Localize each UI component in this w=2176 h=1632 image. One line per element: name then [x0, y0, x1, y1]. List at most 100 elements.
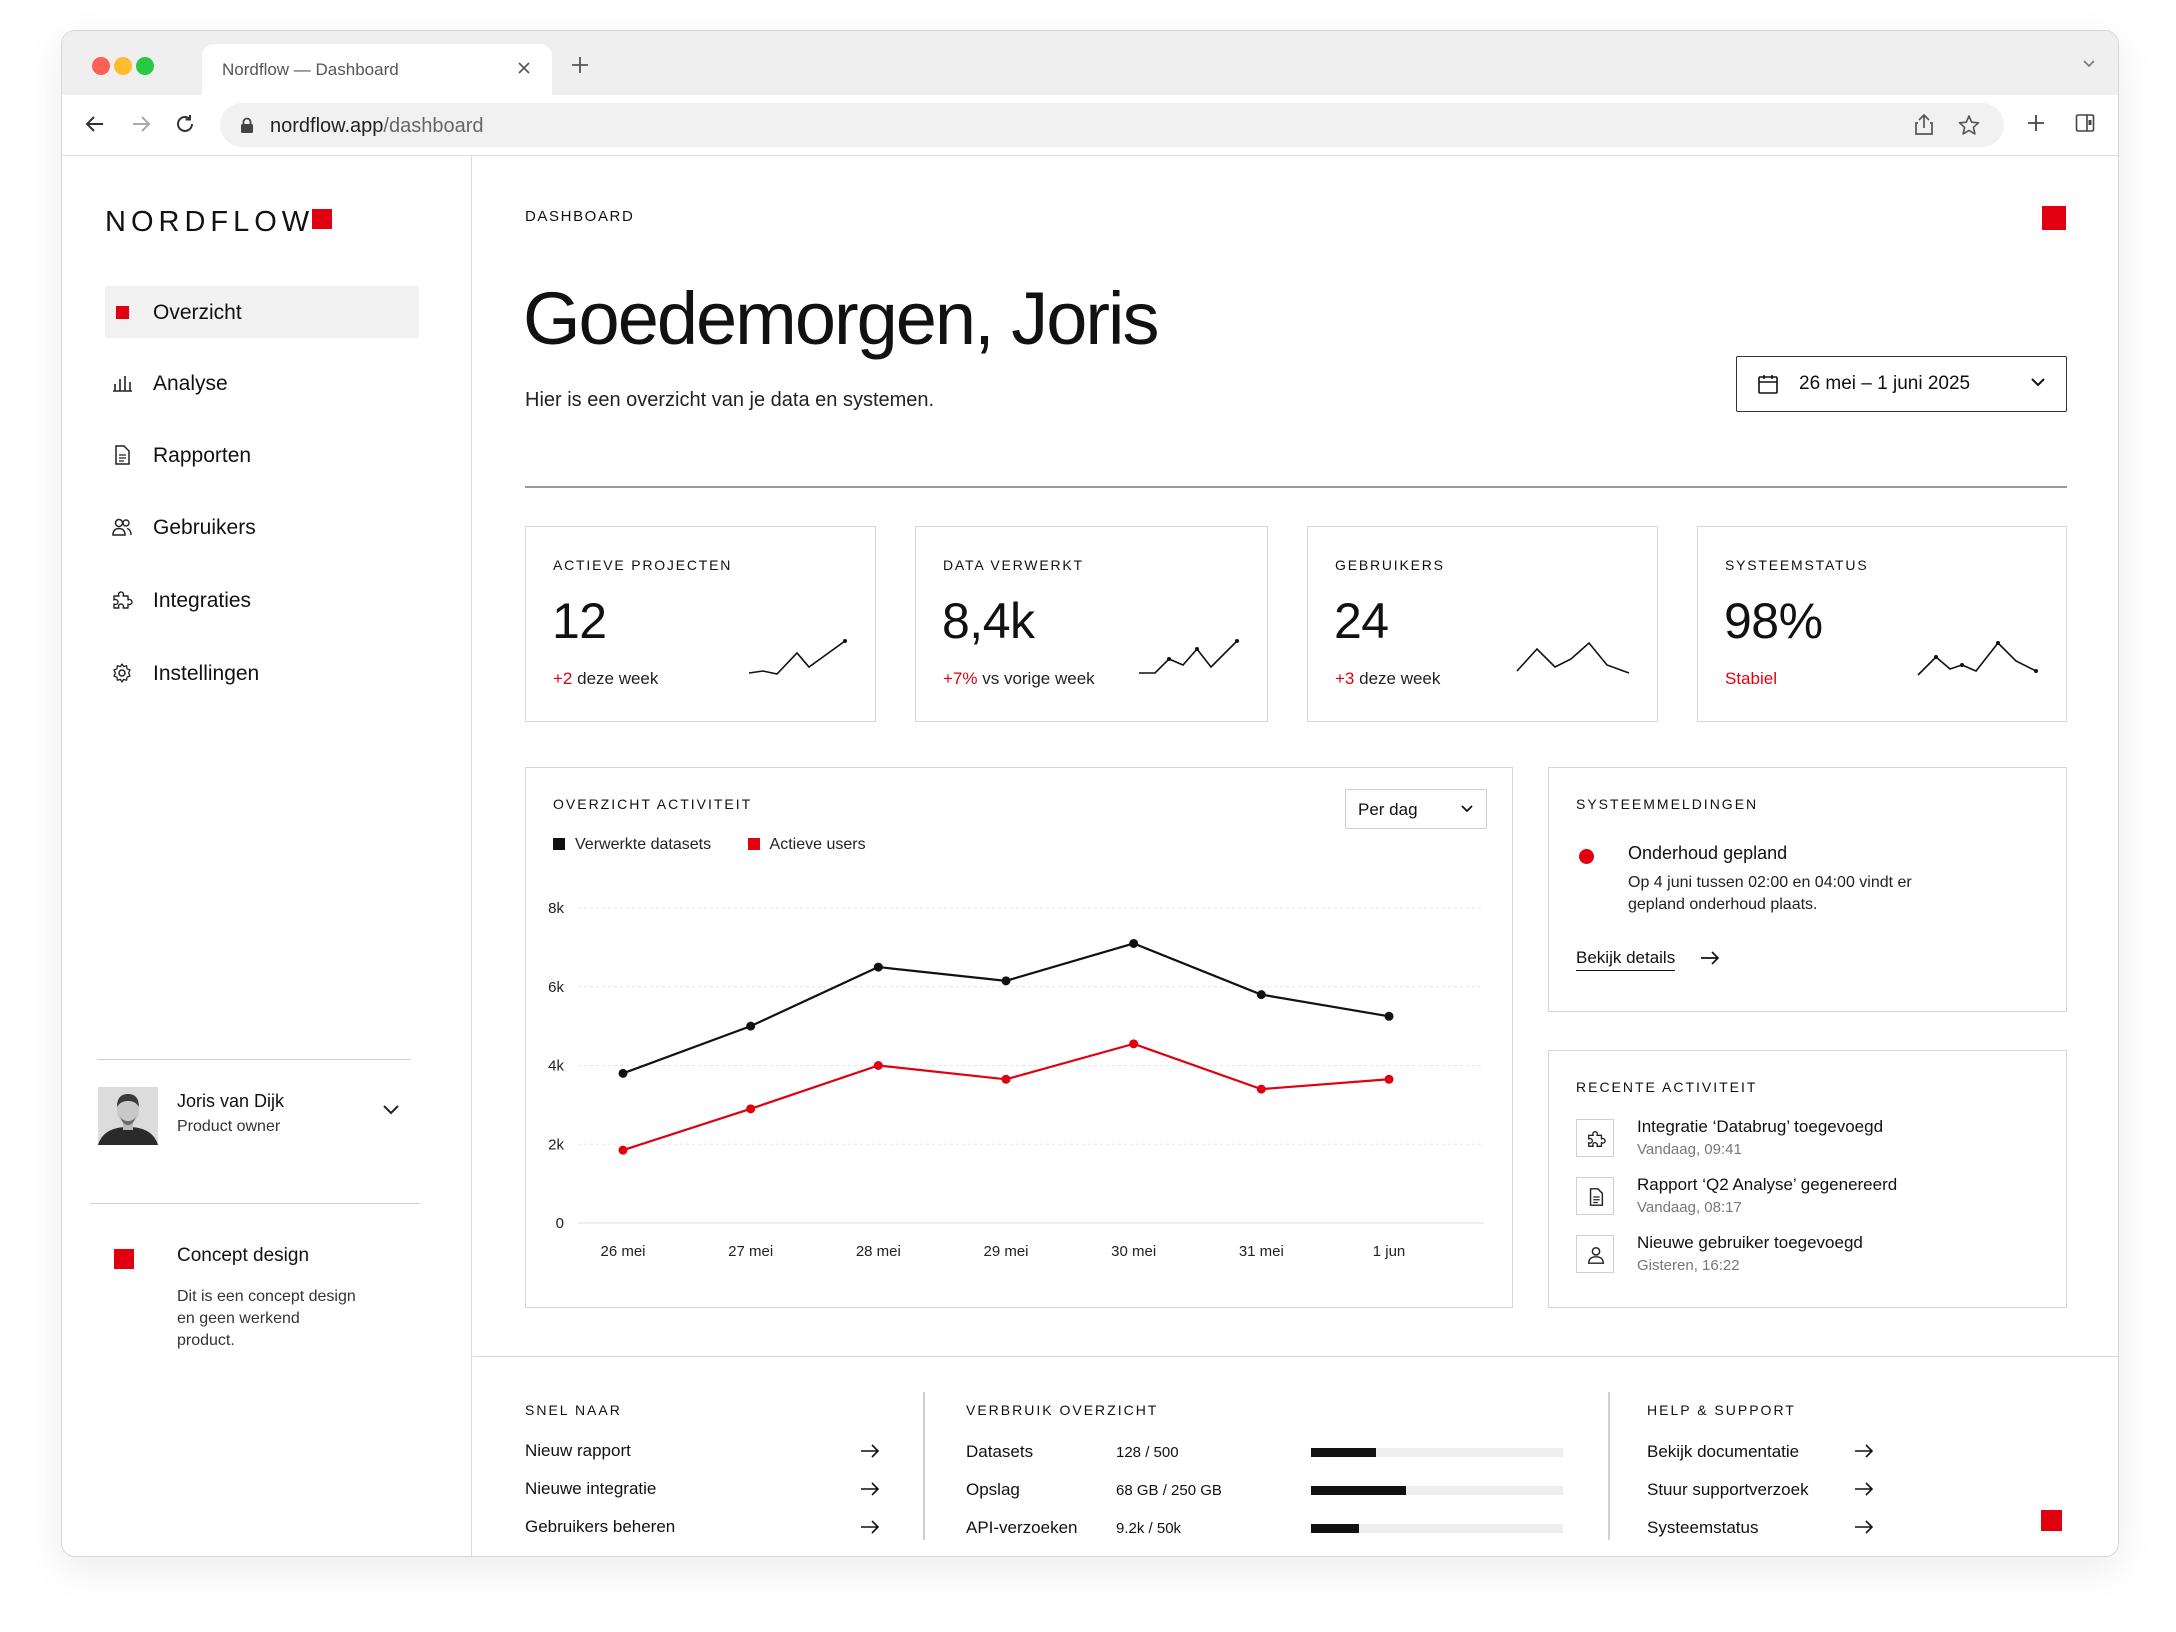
usage-label: API-verzoeken	[966, 1518, 1078, 1537]
close-window-button[interactable]	[92, 57, 110, 75]
reload-icon[interactable]	[174, 113, 196, 135]
kpi-card-projects[interactable]: ACTIEVE PROJECTEN 12 +2 deze week	[525, 526, 876, 722]
quick-link-new-integration[interactable]: Nieuwe integratie	[525, 1479, 657, 1498]
x-tick-label: 29 mei	[983, 1243, 1028, 1260]
kpi-label: SYSTEEMSTATUS	[1725, 557, 1869, 573]
activity-icon-box	[1576, 1235, 1614, 1273]
header-divider	[525, 486, 2067, 488]
data-point	[746, 1104, 756, 1114]
alert-dot-icon	[1579, 849, 1594, 864]
tab-menu-chevron-icon[interactable]	[2082, 59, 2096, 69]
sidebar-item-overzicht[interactable]: Overzicht	[105, 286, 419, 338]
arrow-right-icon[interactable]	[1853, 1519, 1875, 1535]
legend-item: Actieve users	[747, 836, 866, 854]
data-point	[1384, 1074, 1394, 1084]
sidebar-item-analyse[interactable]: Analyse	[105, 357, 419, 409]
quick-links-title: SNEL NAAR	[525, 1402, 622, 1418]
granularity-select[interactable]: Per dag	[1345, 789, 1487, 829]
list-item[interactable]: Nieuwe gebruiker toegevoegd Gisteren, 16…	[1576, 1233, 2056, 1285]
sidebar-item-integraties[interactable]: Integraties	[105, 574, 419, 626]
square-icon	[116, 306, 129, 319]
usage-bar-fill	[1311, 1448, 1376, 1457]
usage-bar-fill	[1311, 1524, 1359, 1533]
new-tab-icon[interactable]	[570, 55, 590, 75]
close-tab-icon[interactable]	[516, 60, 532, 76]
kpi-value: 98%	[1724, 593, 1823, 649]
concept-text: Dit is een concept design en geen werken…	[177, 1288, 356, 1349]
kpi-label: ACTIEVE PROJECTEN	[553, 557, 733, 573]
y-tick-label: 2k	[548, 1136, 564, 1153]
data-point	[1256, 1084, 1266, 1094]
kpi-delta-value: +2	[553, 669, 573, 688]
sidebar-item-label: Rapporten	[153, 444, 252, 467]
activity-title: Rapport ‘Q2 Analyse’ gegenereerd	[1637, 1175, 1898, 1194]
kpi-value: 8,4k	[942, 593, 1035, 649]
arrow-right-icon[interactable]	[1699, 950, 1721, 966]
kpi-delta: +2 deze week	[553, 669, 658, 689]
activity-time: Gisteren, 16:22	[1637, 1257, 1740, 1274]
help-link-status[interactable]: Systeemstatus	[1647, 1518, 1759, 1537]
kpi-card-users[interactable]: GEBRUIKERS 24 +3 deze week	[1307, 526, 1658, 722]
chevron-down-icon[interactable]	[382, 1104, 400, 1116]
x-tick-label: 31 mei	[1239, 1243, 1284, 1260]
back-arrow-icon[interactable]	[84, 113, 106, 135]
kpi-delta-value: +3	[1335, 669, 1355, 688]
gear-icon	[113, 663, 131, 683]
minimize-window-button[interactable]	[114, 57, 132, 75]
sparkline-icon	[1917, 641, 2038, 676]
address-bar[interactable]: nordflow.app/dashboard	[220, 103, 2004, 147]
data-point	[873, 962, 883, 972]
arrow-right-icon[interactable]	[859, 1519, 881, 1535]
list-item[interactable]: Rapport ‘Q2 Analyse’ gegenereerd Vandaag…	[1576, 1175, 2056, 1227]
sidebar-item-label: Integraties	[153, 589, 252, 612]
kpi-label: GEBRUIKERS	[1335, 557, 1445, 573]
kpi-delta: Stabiel	[1725, 669, 1777, 689]
kpi-card-status[interactable]: SYSTEEMSTATUS 98% Stabiel	[1697, 526, 2067, 722]
arrow-right-icon[interactable]	[859, 1443, 881, 1459]
date-range-label: 26 mei – 1 juni 2025	[1799, 373, 1971, 394]
arrow-right-icon[interactable]	[1853, 1481, 1875, 1497]
y-tick-label: 0	[556, 1215, 564, 1232]
help-link-docs[interactable]: Bekijk documentatie	[1647, 1442, 1800, 1461]
sidebar-item-gebruikers[interactable]: Gebruikers	[105, 501, 419, 553]
kpi-delta: +3 deze week	[1335, 669, 1440, 689]
users-icon	[112, 518, 132, 536]
y-tick-label: 8k	[548, 900, 564, 917]
notifications-card: SYSTEEMMELDINGEN Onderhoud gepland Op 4 …	[1548, 767, 2067, 1012]
kpi-delta-value: +7%	[943, 669, 978, 688]
sidebar-item-rapporten[interactable]: Rapporten	[105, 429, 419, 481]
list-item[interactable]: Integratie ‘Databrug’ toegevoegd Vandaag…	[1576, 1117, 2056, 1169]
maximize-window-button[interactable]	[136, 57, 154, 75]
quick-link-manage-users[interactable]: Gebruikers beheren	[525, 1517, 676, 1536]
quick-link-new-report[interactable]: Nieuw rapport	[525, 1441, 631, 1460]
activity-title: Nieuwe gebruiker toegevoegd	[1637, 1233, 1863, 1252]
kpi-card-data[interactable]: DATA VERWERKT 8,4k +7% vs vorige week	[915, 526, 1268, 722]
help-link-support[interactable]: Stuur supportverzoek	[1647, 1480, 1809, 1499]
browser-tab[interactable]: Nordflow — Dashboard	[202, 44, 552, 95]
concept-title: Concept design	[177, 1245, 310, 1266]
panel-title: SYSTEEMMELDINGEN	[1576, 796, 1759, 812]
sidebar-item-instellingen[interactable]: Instellingen	[105, 647, 419, 699]
date-range-picker[interactable]: 26 mei – 1 juni 2025	[1736, 356, 2067, 412]
usage-value: 9.2k / 50k	[1116, 1520, 1182, 1537]
data-point	[1001, 976, 1011, 986]
recent-activity-card: RECENTE ACTIVITEIT Integratie ‘Databrug’…	[1548, 1050, 2067, 1308]
activity-line-chart: 0 2k 4k 6k 8k 26 mei 27 mei 28 mei 29 mei 30 mei 3…	[548, 900, 1484, 1260]
arrow-right-icon[interactable]	[1853, 1443, 1875, 1459]
tab-strip: Nordflow — Dashboard	[62, 31, 2118, 95]
help-title: HELP & SUPPORT	[1647, 1402, 1796, 1418]
calendar-icon	[1758, 375, 1778, 394]
sparkline-icon	[1139, 639, 1239, 674]
activity-chart-card: OVERZICHT ACTIVITEIT Per dag Verwerkte d…	[525, 767, 1513, 1308]
brand-logo[interactable]: NORDFLOW	[105, 206, 315, 238]
share-icon[interactable]	[1914, 114, 1934, 136]
add-icon[interactable]	[2026, 113, 2046, 133]
sidebar-item-label: Instellingen	[153, 662, 260, 685]
arrow-right-icon[interactable]	[859, 1481, 881, 1497]
bookmark-star-icon[interactable]	[1958, 114, 1980, 136]
sidebar-toggle-icon[interactable]	[2075, 113, 2095, 133]
forward-arrow-icon[interactable]	[130, 113, 152, 135]
kpi-value: 12	[552, 593, 607, 649]
view-details-link[interactable]: Bekijk details	[1576, 948, 1676, 971]
y-tick-label: 6k	[548, 979, 564, 996]
